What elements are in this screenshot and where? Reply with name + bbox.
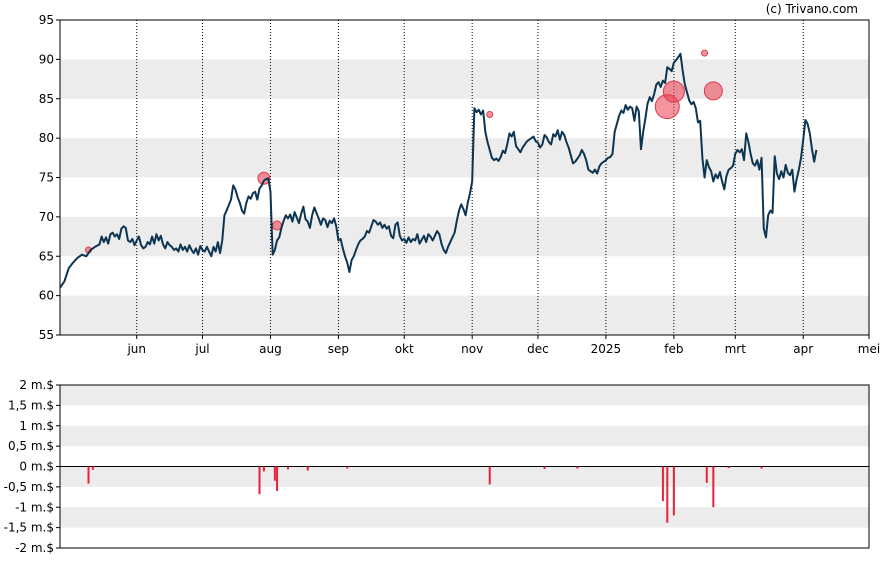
price-trade-marker (486, 111, 494, 118)
price-y-tick-label: 80 (39, 131, 54, 145)
volume-y-tick-label: 0,5 m.$ (8, 439, 54, 453)
volume-bar (273, 466, 276, 481)
volume-bar (661, 466, 664, 502)
watermark: (c) Trivano.com (766, 2, 858, 16)
volume-grid-band (60, 385, 869, 406)
price-y-tick-label: 90 (39, 52, 54, 66)
price-x-tick-label: aug (259, 342, 282, 356)
volume-y-tick-label: -0,5 m.$ (4, 480, 54, 494)
volume-bar (672, 466, 675, 516)
volume-bar (576, 466, 579, 469)
volume-bar (91, 466, 94, 470)
volume-panel: -2 m.$ -1,5 m.$ -1 m.$ -0,5 m.$ 0 m.$ 0,5 m.$… (4, 378, 870, 555)
volume-plot-frame (59, 384, 870, 549)
price-grid-band (60, 295, 869, 335)
volume-bar (346, 466, 349, 469)
price-y-tick-label: 85 (39, 92, 54, 106)
price-y-tick-label: 95 (39, 13, 54, 27)
price-x-tick-label: mrt (725, 342, 747, 356)
price-plot-frame (59, 19, 870, 336)
price-grid-band (60, 138, 869, 178)
price-x-tick-label: mei (858, 342, 880, 356)
volume-y-tick-label: 0 m.$ (19, 460, 54, 474)
price-x-tick-label: okt (395, 342, 414, 356)
price-x-tick-label: nov (461, 342, 483, 356)
price-x-tick-label: jul (194, 342, 209, 356)
volume-y-tick-label: 1 m.$ (19, 419, 54, 433)
volume-grid-band (60, 425, 869, 447)
price-x-tick-label: jun (126, 342, 146, 356)
volume-bar (705, 466, 708, 483)
volume-y-tick-label: 1,5 m.$ (8, 398, 54, 412)
price-trade-marker (257, 171, 271, 185)
volume-bar (87, 466, 90, 484)
price-series-line (59, 52, 818, 289)
volume-bar (488, 466, 491, 485)
price-x-tick-label: feb (664, 342, 683, 356)
volume-grid-band (60, 507, 869, 528)
price-grid-band (60, 59, 869, 99)
price-x-tick-label: 2025 (591, 342, 622, 356)
volume-bar (258, 466, 261, 495)
volume-grid-band (60, 466, 869, 487)
volume-bar (666, 466, 669, 523)
price-y-tick-label: 70 (39, 210, 54, 224)
price-trade-marker (272, 220, 283, 231)
volume-bar (306, 466, 309, 471)
price-panel: jun jul aug sep okt nov dec 2025 feb mrt apr mei 55 6… (39, 13, 880, 356)
price-grid-band (60, 216, 869, 257)
price-trade-marker (662, 80, 685, 103)
price-y-tick-label: 60 (39, 289, 54, 303)
price-trade-marker (703, 81, 723, 101)
volume-y-tick-label: 2 m.$ (19, 378, 54, 392)
price-x-tick-label: apr (793, 342, 813, 356)
volume-bar (712, 466, 715, 508)
price-x-tick-label: dec (527, 342, 549, 356)
volume-bar (543, 466, 546, 469)
volume-bar (276, 466, 279, 491)
price-x-tick-label: sep (328, 342, 349, 356)
volume-y-tick-label: -1 m.$ (15, 500, 54, 514)
price-y-tick-label: 55 (39, 328, 54, 342)
volume-y-tick-label: -2 m.$ (15, 541, 54, 555)
volume-bar (727, 466, 730, 469)
volume-bar (287, 466, 290, 470)
volume-bar (760, 466, 763, 469)
price-trade-marker (701, 49, 709, 57)
price-y-tick-label: 75 (39, 171, 54, 185)
price-y-tick-label: 65 (39, 249, 54, 263)
volume-y-tick-label: -1,5 m.$ (4, 521, 54, 535)
volume-bar (262, 466, 265, 472)
